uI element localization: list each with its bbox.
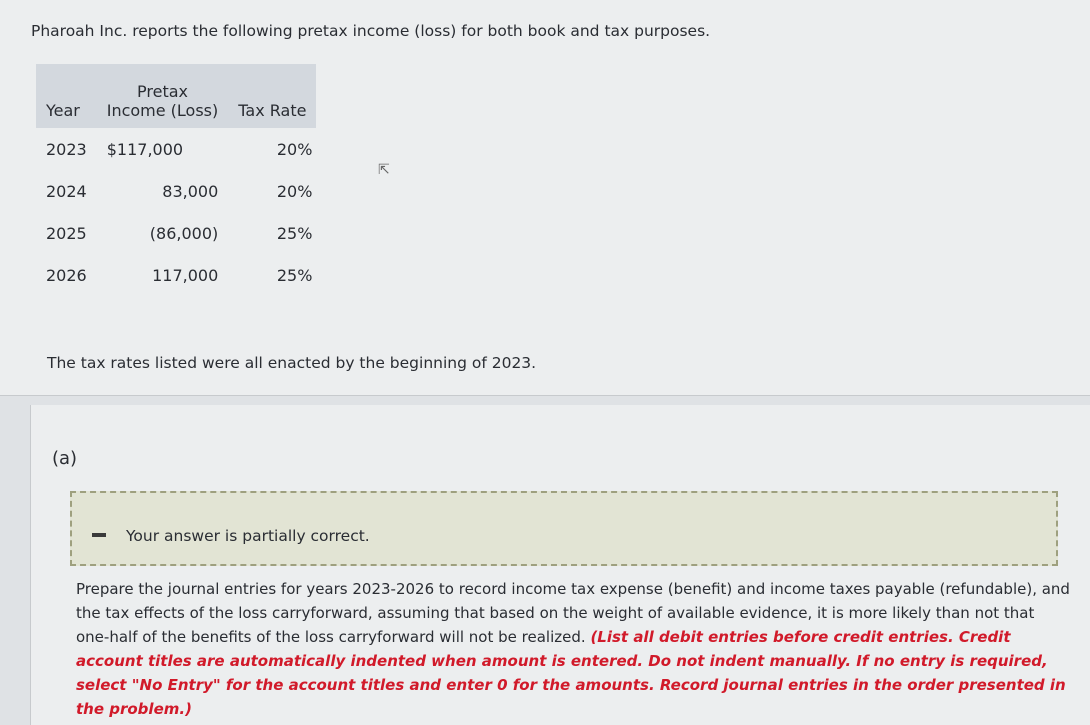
table-row: 2023 $117,000 20%	[46, 139, 313, 159]
partial-correct-icon	[92, 533, 106, 537]
income-table: Year Pretax Income (Loss) Tax Rate 2023 $1…	[36, 64, 317, 296]
feedback-box: Your answer is partially correct.	[70, 491, 1058, 566]
instructions-text: (List all debit entries before credit en…	[76, 628, 1066, 718]
part-label: (a)	[52, 448, 78, 469]
mouse-cursor-icon: ⇱	[378, 162, 390, 178]
table-row: 2026 117,000 25%	[46, 265, 313, 285]
part-prompt: Prepare the journal entries for years 20…	[76, 577, 1071, 721]
header-tax-rate: Tax Rate	[228, 64, 317, 128]
header-year: Year	[36, 64, 97, 128]
prompt-text: Prepare the journal entries for years 20…	[76, 580, 1070, 646]
header-pretax-income: Pretax Income (Loss)	[96, 64, 229, 128]
table-row: 2024 83,000 20%	[46, 181, 313, 201]
tax-rate-note: The tax rates listed were all enacted by…	[47, 354, 537, 372]
feedback-text: Your answer is partially correct.	[126, 527, 370, 545]
table-row: 2025 (86,000) 25%	[46, 223, 313, 243]
question-intro: Pharoah Inc. reports the following preta…	[31, 22, 711, 40]
